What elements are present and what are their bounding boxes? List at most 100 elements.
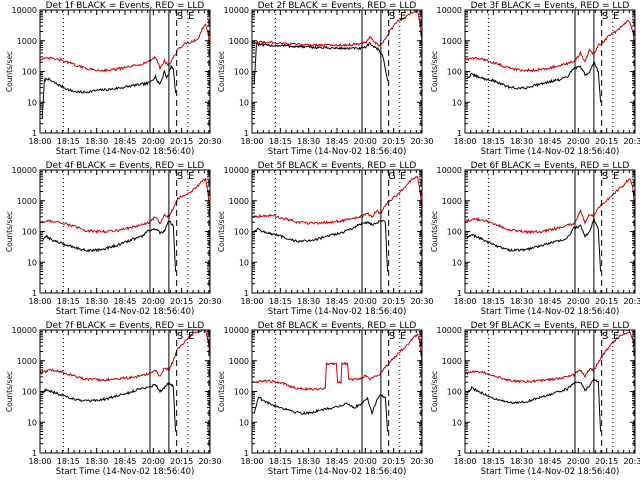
y-tick-label: 100: [22, 228, 37, 237]
x-tick-label: 18:30: [85, 297, 108, 306]
y-tick-label: 10000: [224, 166, 249, 175]
marker-label: E: [188, 171, 194, 182]
x-tick-label: 18:15: [482, 137, 505, 146]
y-tick-label: 100: [234, 68, 249, 77]
y-axis-label: Counts/sec: [430, 51, 439, 92]
marker-label: S: [389, 331, 395, 342]
x-axis-label: Start Time (14-Nov-02 18:56:40): [481, 467, 620, 477]
plot-frame: [251, 169, 423, 294]
y-tick-label: 10000: [224, 326, 249, 335]
y-tick-label: 10: [27, 98, 37, 107]
plot-area: [252, 175, 422, 272]
marker-label: E: [188, 331, 194, 342]
y-tick-label: 10: [452, 258, 462, 267]
x-tick-label: 20:30: [410, 457, 433, 466]
lld-series-line: [252, 10, 422, 48]
events-series-line: [467, 376, 602, 432]
x-axis-label: Start Time (14-Nov-02 18:56:40): [56, 307, 195, 317]
x-tick-label: 18:00: [453, 457, 476, 466]
x-tick-label: 18:15: [57, 297, 80, 306]
lld-series-line: [465, 178, 635, 235]
y-tick-label: 1000: [17, 197, 37, 206]
x-tick-label: 20:30: [410, 137, 433, 146]
y-tick-label: 10: [239, 98, 249, 107]
x-tick-label: 18:30: [510, 137, 533, 146]
x-tick-label: 18:00: [240, 297, 263, 306]
x-tick-label: 20:00: [354, 297, 377, 306]
x-tick-label: 20:15: [595, 137, 618, 146]
x-tick-label: 18:45: [538, 297, 561, 306]
x-tick-label: 18:45: [325, 457, 348, 466]
marker-label: E: [613, 11, 619, 22]
y-tick-label: 10: [239, 258, 249, 267]
marker-label: E: [613, 171, 619, 182]
plot-area: [465, 19, 635, 103]
events-series-line: [253, 41, 389, 85]
x-tick-label: 18:30: [85, 457, 108, 466]
y-tick-label: 1: [32, 129, 37, 138]
x-tick-label: 18:30: [297, 137, 320, 146]
lld-series-line: [252, 175, 422, 225]
marker-label: E: [400, 171, 406, 182]
x-tick-label: 18:45: [538, 457, 561, 466]
lld-series-line: [465, 331, 635, 384]
x-tick-label: 20:30: [410, 297, 433, 306]
marker-label: S: [389, 11, 395, 22]
x-tick-label: 18:00: [453, 137, 476, 146]
x-tick-label: 18:45: [538, 137, 561, 146]
y-axis-label: Counts/sec: [430, 371, 439, 412]
x-tick-label: 20:30: [623, 297, 640, 306]
y-tick-label: 1000: [442, 37, 462, 46]
plot-area: [40, 177, 210, 272]
lld-series-line: [40, 177, 210, 234]
plot-area: [252, 10, 422, 85]
x-tick-label: 20:15: [382, 457, 405, 466]
x-tick-label: 18:45: [113, 457, 136, 466]
x-tick-label: 20:30: [198, 297, 221, 306]
y-tick-label: 1000: [229, 197, 249, 206]
y-tick-label: 1000: [229, 357, 249, 366]
x-axis-label: Start Time (14-Nov-02 18:56:40): [481, 307, 620, 317]
x-tick-label: 20:15: [170, 297, 193, 306]
x-axis-label: Start Time (14-Nov-02 18:56:40): [268, 147, 407, 157]
marker-label: E: [400, 11, 406, 22]
x-tick-label: 20:00: [142, 457, 165, 466]
marker-label: E: [188, 11, 194, 22]
plot-area: [465, 178, 635, 272]
plot-frame: [39, 169, 211, 294]
y-tick-label: 100: [447, 228, 462, 237]
lld-series-line: [40, 23, 210, 73]
y-tick-label: 1: [32, 289, 37, 298]
x-tick-label: 18:15: [482, 457, 505, 466]
y-tick-label: 1: [244, 129, 249, 138]
x-tick-label: 18:15: [269, 457, 292, 466]
plot-frame: [464, 9, 636, 134]
y-axis-label: Counts/sec: [5, 51, 14, 92]
panel-title: Det 4f BLACK = Events, RED = LLD: [46, 161, 205, 171]
x-tick-label: 20:15: [382, 297, 405, 306]
x-tick-label: 20:30: [623, 137, 640, 146]
x-tick-label: 18:30: [297, 457, 320, 466]
x-axis-label: Start Time (14-Nov-02 18:56:40): [268, 467, 407, 477]
x-tick-label: 18:00: [28, 297, 51, 306]
y-tick-label: 1000: [442, 197, 462, 206]
plot-frame: [251, 329, 423, 454]
plot-frame: [464, 169, 636, 294]
y-tick-label: 100: [234, 388, 249, 397]
lld-series-line: [465, 19, 635, 73]
lld-series-line: [252, 333, 422, 392]
marker-label: S: [602, 331, 608, 342]
x-tick-label: 20:15: [595, 297, 618, 306]
events-series-line: [41, 64, 177, 120]
y-axis-label: Counts/sec: [5, 211, 14, 252]
y-tick-label: 1000: [17, 37, 37, 46]
x-tick-label: 18:00: [240, 137, 263, 146]
y-tick-label: 10: [452, 418, 462, 427]
marker-label: E: [613, 331, 619, 342]
x-tick-label: 18:30: [85, 137, 108, 146]
plot-frame: [251, 9, 423, 134]
